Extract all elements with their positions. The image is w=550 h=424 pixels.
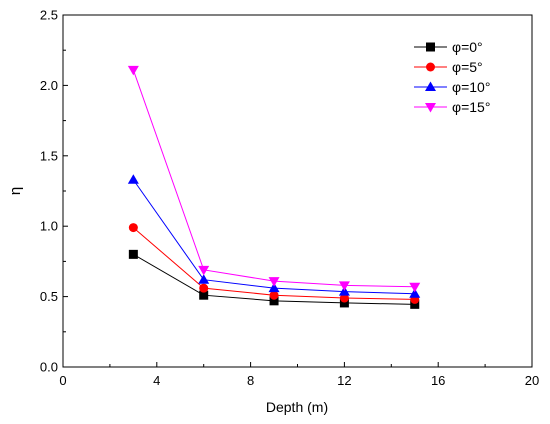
y-tick-label: 2.0 xyxy=(40,78,58,93)
y-tick-label: 1.0 xyxy=(40,219,58,234)
legend-item: φ=5° xyxy=(414,59,483,75)
data-point xyxy=(339,298,349,308)
y-tick-label: 1.5 xyxy=(40,148,58,163)
x-tick-label: 0 xyxy=(59,373,66,388)
x-tick-label: 4 xyxy=(153,373,160,388)
data-point xyxy=(425,81,436,91)
series xyxy=(128,223,420,304)
legend-label: φ=10° xyxy=(452,79,490,95)
data-point xyxy=(426,42,435,52)
data-point xyxy=(199,290,209,300)
series xyxy=(127,174,421,298)
legend-item: φ=15° xyxy=(414,99,490,115)
y-axis: 0.0 0.5 1.0 1.5 2.0 2.5 xyxy=(40,8,68,375)
data-point xyxy=(269,296,279,306)
y-axis-label: η xyxy=(7,187,24,195)
data-point xyxy=(409,282,421,293)
data-point xyxy=(127,65,139,76)
series xyxy=(128,249,420,309)
data-point xyxy=(338,286,350,296)
series xyxy=(127,65,421,293)
data-point xyxy=(198,274,210,284)
data-point xyxy=(268,282,280,293)
x-tick-label: 8 xyxy=(247,373,254,388)
data-point xyxy=(127,174,139,184)
data-point xyxy=(199,283,209,293)
data-point xyxy=(409,288,421,298)
x-tick-label: 16 xyxy=(431,373,445,388)
legend-label: φ=5° xyxy=(452,59,483,75)
data-point xyxy=(425,103,436,113)
legend-item: φ=0° xyxy=(414,39,483,55)
x-axis-label: Depth (m) xyxy=(266,399,328,415)
y-tick-label: 2.5 xyxy=(40,8,58,23)
data-point xyxy=(426,62,435,72)
series-line xyxy=(132,179,415,295)
data-point xyxy=(339,293,349,303)
data-point xyxy=(198,265,210,276)
legend-label: φ=15° xyxy=(452,99,490,115)
legend: φ=0° φ=5° φ=10° φ=15° xyxy=(414,39,490,115)
x-axis: 0 4 8 12 16 20 xyxy=(59,362,539,388)
data-point xyxy=(268,277,280,287)
data-point xyxy=(128,223,138,233)
data-point xyxy=(269,290,279,300)
data-point xyxy=(128,249,138,259)
data-point xyxy=(338,281,350,291)
series-layer xyxy=(127,65,421,309)
legend-item: φ=10° xyxy=(414,79,490,95)
x-tick-label: 12 xyxy=(337,373,351,388)
data-point xyxy=(410,299,420,309)
series-line xyxy=(132,69,415,288)
y-tick-label: 0.5 xyxy=(40,289,58,304)
legend-label: φ=0° xyxy=(452,39,483,55)
y-tick-label: 0.0 xyxy=(40,360,58,375)
x-tick-label: 20 xyxy=(525,373,539,388)
